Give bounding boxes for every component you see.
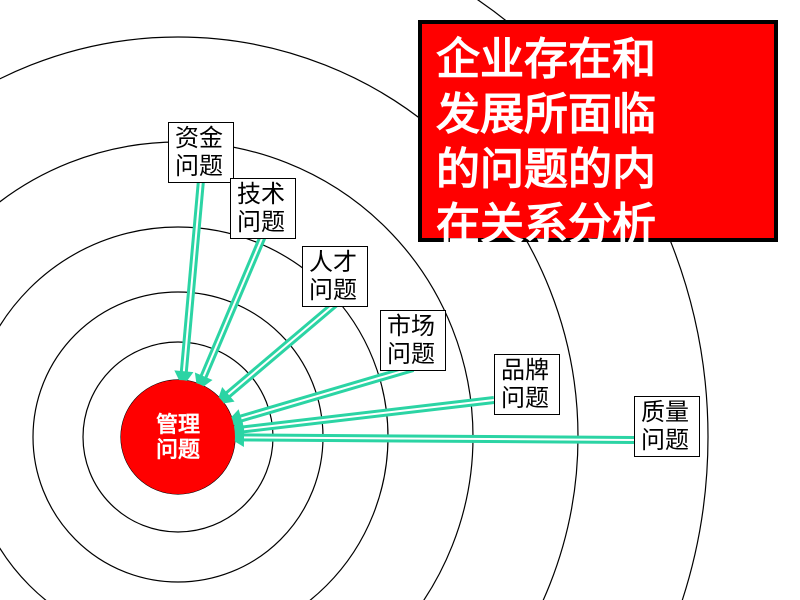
node-zijin: 资金问题: [168, 122, 234, 183]
center-label-2: 问题: [156, 437, 200, 462]
node-label-line1: 资金: [175, 125, 223, 152]
center-label-1: 管理: [156, 412, 200, 437]
node-label-line2: 问题: [175, 153, 223, 180]
title-line-2: 发展所面临: [436, 90, 656, 139]
title-line-3: 的问题的内: [436, 145, 656, 194]
node-label-line2: 问题: [237, 209, 285, 236]
node-label-line2: 问题: [501, 385, 549, 412]
node-zhiliang: 质量问题: [634, 396, 700, 457]
node-label-line2: 问题: [309, 277, 357, 304]
title-line-4: 在关系分析: [436, 200, 656, 249]
center-node: 管理 问题: [121, 380, 235, 494]
node-label-line1: 市场: [387, 313, 435, 340]
node-shichang: 市场问题: [380, 310, 446, 371]
node-rencai: 人才问题: [302, 246, 368, 307]
node-jishu: 技术问题: [230, 178, 296, 239]
title-box: 企业存在和 发展所面临 的问题的内 在关系分析: [418, 20, 778, 242]
node-label-line1: 技术: [237, 181, 285, 208]
node-label-line2: 问题: [387, 341, 435, 368]
node-label-line1: 品牌: [501, 357, 549, 384]
title-line-1: 企业存在和: [436, 35, 656, 84]
node-pinpai: 品牌问题: [494, 354, 560, 415]
node-label-line1: 质量: [641, 399, 689, 426]
node-label-line2: 问题: [641, 427, 689, 454]
node-label-line1: 人才: [309, 249, 357, 276]
